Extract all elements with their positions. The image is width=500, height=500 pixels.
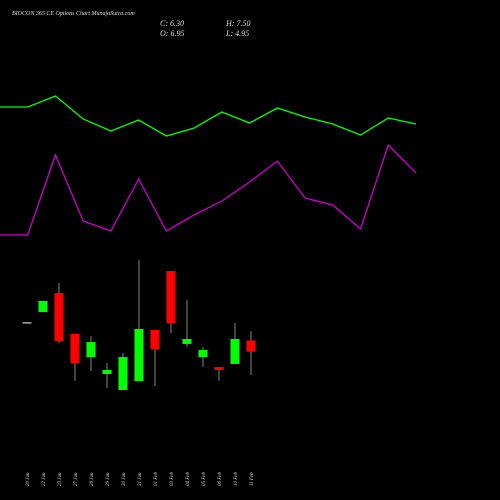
chart-title: BIOCON 365 CE Options Chart MunafaSutra.… (12, 10, 135, 17)
x-tick-label: 31 Jan (138, 472, 143, 486)
candle-body (70, 333, 80, 364)
candle-body (198, 350, 208, 358)
candle-body (166, 271, 176, 324)
x-tick-label: 29 Jan (106, 472, 111, 486)
x-tick-label: 05 Feb (202, 471, 207, 486)
x-tick-label: 27 Jan (74, 472, 79, 486)
x-tick-label: 01 Feb (154, 471, 159, 486)
x-tick-label: 04 Feb (186, 471, 191, 486)
candle-body (150, 330, 160, 349)
candle-body (246, 340, 256, 352)
indicator-line (0, 143, 417, 236)
x-tick-label: 30 Jan (122, 472, 127, 486)
candle-body (86, 342, 96, 358)
low-label: L: 4.95 (225, 29, 249, 38)
x-tick-label: 11 Feb (250, 472, 255, 486)
candle-body (22, 322, 32, 324)
open-label: O: 6.95 (160, 29, 184, 38)
x-tick-label: 06 Feb (218, 471, 223, 486)
candle-body (102, 370, 112, 374)
candle-body (134, 328, 144, 382)
x-tick-label: 23 Jan (58, 472, 63, 486)
x-tick-label: 20 Jan (26, 472, 31, 486)
x-tick-label: 28 Jan (90, 472, 95, 486)
candle-body (38, 300, 48, 313)
high-label: H: 7.50 (225, 19, 250, 28)
candle-body (214, 367, 224, 370)
candle-body (54, 293, 64, 342)
x-tick-label: 10 Feb (234, 471, 239, 486)
candle-body (230, 338, 240, 364)
candle-body (118, 357, 128, 390)
indicator-line (0, 95, 417, 137)
candle-body (182, 338, 192, 344)
x-tick-label: 03 Feb (170, 471, 175, 486)
close-label: C: 6.30 (160, 19, 184, 28)
x-tick-label: 22 Jan (42, 472, 47, 486)
